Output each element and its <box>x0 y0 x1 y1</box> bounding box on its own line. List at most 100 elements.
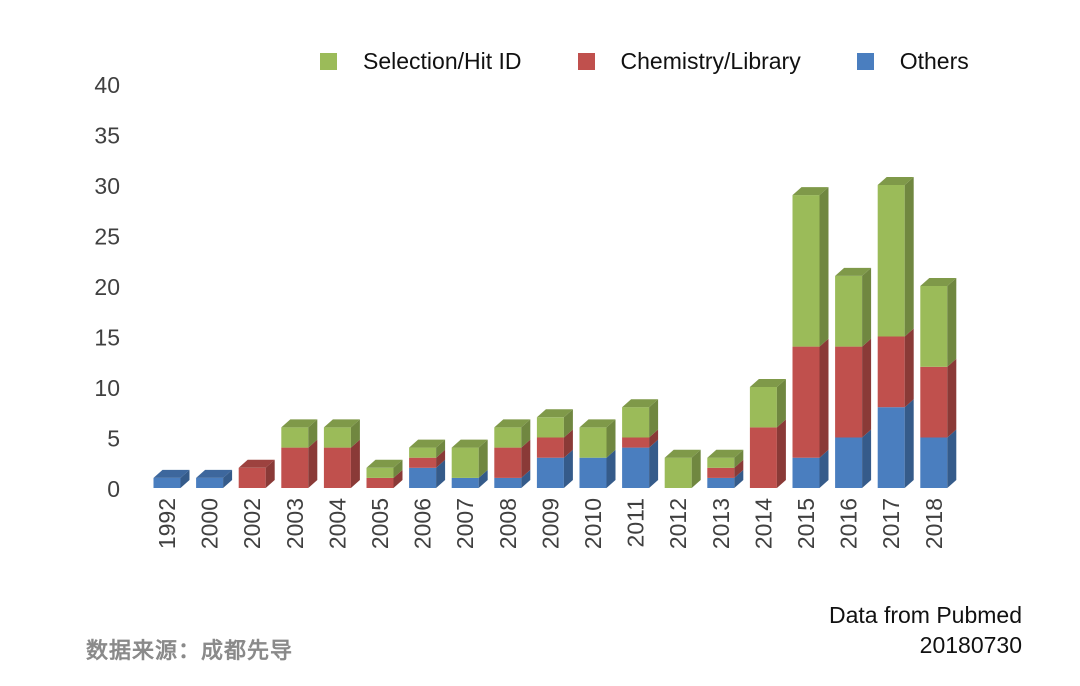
y-tick-label: 25 <box>94 224 120 250</box>
bar-segment <box>877 336 905 408</box>
bar-segment <box>366 477 394 488</box>
bar-segment <box>877 185 905 337</box>
bar-segment <box>281 447 309 488</box>
bar-side <box>862 267 872 347</box>
x-tick-label: 2003 <box>282 498 308 549</box>
bar-side <box>521 439 531 478</box>
source-note: Data from Pubmed 20180730 <box>829 600 1022 660</box>
bar-side <box>436 459 446 488</box>
legend-label-chemistry: Chemistry/Library <box>620 48 801 74</box>
bar-side <box>436 439 446 458</box>
x-tick-label: 2011 <box>623 498 649 547</box>
bar-top <box>622 399 659 408</box>
bar-side <box>350 419 360 448</box>
bar-segment <box>536 417 564 438</box>
source-date: 20180730 <box>919 632 1022 658</box>
bar-side <box>350 439 360 488</box>
watermark-text: 数据来源：成都先导 <box>86 639 294 664</box>
bar-top <box>792 187 829 196</box>
bar-segment <box>323 447 351 488</box>
x-tick-label: 2008 <box>495 498 521 549</box>
bar-top <box>707 449 744 458</box>
bar-segment <box>323 427 351 448</box>
bar-segment <box>238 467 266 488</box>
y-tick-label: 20 <box>94 274 120 300</box>
bar-side <box>436 449 446 468</box>
legend-label-others: Others <box>899 48 969 74</box>
bar-side <box>521 419 531 448</box>
bar-side <box>606 419 616 458</box>
bar-segment <box>707 457 735 468</box>
bar-side <box>563 429 573 458</box>
bar-side <box>563 449 573 488</box>
legend-swatch-others <box>856 53 874 70</box>
bar-segment <box>281 427 309 448</box>
bar-segment <box>409 467 437 488</box>
x-tick-label: 2009 <box>537 498 563 549</box>
bar-segment <box>451 447 479 478</box>
bar-segment <box>409 447 437 458</box>
x-tick-label: 1992 <box>154 498 180 549</box>
bar-segment <box>622 447 650 488</box>
bar-side <box>947 278 957 367</box>
bar-side <box>521 469 531 488</box>
bar-top <box>281 419 318 428</box>
bar-side <box>819 187 829 347</box>
x-tick-label: 2002 <box>239 498 265 549</box>
bar-side <box>393 459 403 478</box>
bar-segment <box>835 346 863 438</box>
bar-top <box>749 379 786 387</box>
x-tick-label: 2016 <box>836 498 862 549</box>
bar-top <box>835 267 872 276</box>
legend-label-selection: Selection/Hit ID <box>363 48 522 74</box>
x-tick-label: 2018 <box>921 498 947 549</box>
x-tick-label: 2017 <box>878 498 904 549</box>
bar-side <box>478 469 488 488</box>
x-tick-label: 2006 <box>410 498 436 549</box>
bar-segment <box>749 387 777 428</box>
bar-segment <box>792 457 820 488</box>
bar-side <box>904 399 914 488</box>
bar-segment <box>707 467 735 478</box>
bar-top <box>877 177 914 185</box>
bar-segment <box>622 437 650 448</box>
bar-top <box>238 459 275 468</box>
bar-side <box>862 429 872 488</box>
bar-side <box>904 328 914 408</box>
bar-top <box>323 419 360 428</box>
bar-segment <box>494 447 522 478</box>
x-tick-label: 2013 <box>708 498 734 549</box>
y-tick-label: 30 <box>94 173 120 199</box>
bar-side <box>649 399 659 438</box>
bar-top <box>920 278 957 286</box>
bar-side <box>691 449 701 488</box>
bar-segment <box>451 477 479 488</box>
source-line: Data from Pubmed <box>828 602 1022 628</box>
bar-segment <box>749 427 777 488</box>
legend-item-selection: Selection/Hit ID <box>320 48 522 75</box>
bar-side <box>223 469 233 488</box>
bar-side <box>563 409 573 438</box>
bar-segment <box>366 467 394 478</box>
bar-segment <box>792 195 820 347</box>
bar-top <box>494 419 531 428</box>
bar-top <box>409 439 446 448</box>
bar-segment <box>835 275 863 347</box>
bar-side <box>308 419 318 448</box>
legend-swatch-selection <box>320 53 337 70</box>
chart-legend: Selection/Hit ID Chemistry/Library Other… <box>320 48 969 75</box>
y-tick-label: 15 <box>94 325 120 351</box>
bar-segment <box>622 407 650 438</box>
bar-top <box>451 439 488 448</box>
bar-side <box>947 358 957 438</box>
y-tick-label: 10 <box>94 375 120 401</box>
bar-side <box>862 338 872 438</box>
bar-top <box>579 419 616 428</box>
bar-top <box>153 469 190 478</box>
bar-side <box>478 439 488 478</box>
bar-side <box>649 429 659 448</box>
bar-segment <box>153 477 181 488</box>
x-tick-label: 2000 <box>197 498 223 549</box>
bar-side <box>606 449 616 488</box>
